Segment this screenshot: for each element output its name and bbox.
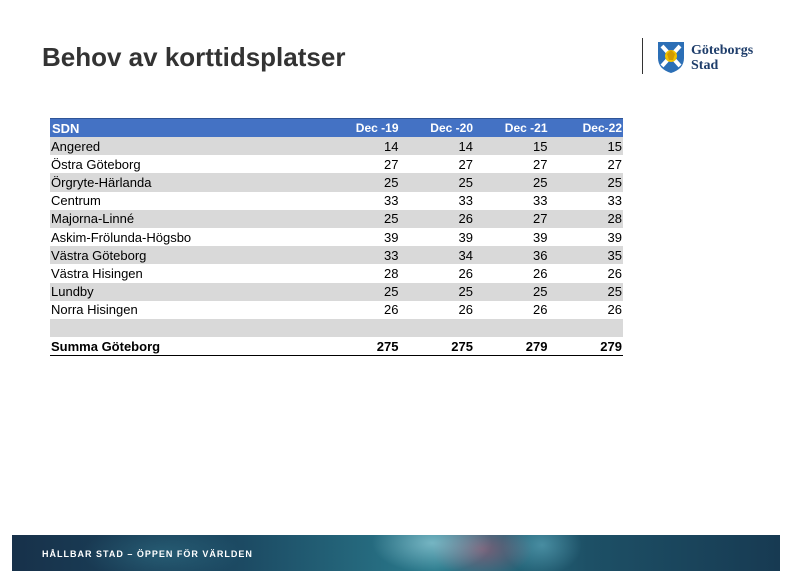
table-spacer-row (50, 318, 623, 338)
total-label: Summa Göteborg (50, 337, 325, 357)
table-cell: 26 (384, 302, 399, 318)
logo-line-2: Stad (691, 58, 719, 73)
table-cell: 27 (533, 156, 548, 172)
table-row: Västra Hisingen 28 26 26 26 (50, 264, 623, 282)
district-name: Majorna-Linné (50, 209, 325, 228)
table-cell: 26 (458, 265, 473, 281)
column-header-sdn: SDN (50, 118, 325, 137)
table-cell: 33 (607, 193, 622, 209)
table-row: Örgryte-Härlanda 25 25 25 25 (50, 173, 623, 192)
total-cell: 279 (474, 337, 549, 357)
logo-line-1: Göteborgs (691, 43, 754, 58)
column-header-dec-20: Dec -20 (399, 118, 474, 137)
table-row: Majorna-Linné 25 26 27 28 (50, 209, 623, 228)
table-cell: 26 (533, 302, 548, 318)
table-cell: 26 (533, 265, 548, 281)
table-cell: 27 (474, 209, 549, 228)
table-row: Östra Göteborg 27 27 27 27 (50, 155, 623, 173)
table-cell: 27 (607, 156, 622, 172)
footer-tagline: HÅLLBAR STAD – ÖPPEN FÖR VÄRLDEN (42, 549, 253, 559)
district-name: Östra Göteborg (51, 156, 141, 172)
table-cell: 26 (607, 302, 622, 318)
table-cell: 25 (325, 282, 400, 301)
table-row: Askim-Frölunda-Högsbo 39 39 39 39 (50, 228, 623, 246)
table-cell: 28 (384, 265, 399, 281)
table-total-row: Summa Göteborg 275 275 279 279 (50, 337, 623, 357)
district-name: Centrum (51, 193, 101, 209)
district-name: Lundby (50, 282, 325, 301)
table-row: Centrum 33 33 33 33 (50, 192, 623, 210)
district-name: Västra Hisingen (51, 265, 143, 281)
table-cell: 25 (325, 209, 400, 228)
column-header-dec-19: Dec -19 (325, 118, 400, 137)
table-cell: 25 (474, 173, 549, 192)
table-cell: 27 (458, 156, 473, 172)
table-cell: 26 (399, 209, 474, 228)
table-cell: 25 (399, 282, 474, 301)
table-cell: 28 (548, 209, 623, 228)
table-cell: 33 (533, 193, 548, 209)
table-cell: 25 (548, 282, 623, 301)
table-cell: 34 (399, 246, 474, 265)
table-row: Angered 14 14 15 15 (50, 137, 623, 156)
table-cell: 26 (458, 302, 473, 318)
table-cell: 39 (533, 229, 548, 245)
table-cell: 14 (325, 137, 400, 156)
table-header-row: SDN Dec -19 Dec -20 Dec -21 Dec-22 (50, 118, 623, 137)
table-cell: 39 (607, 229, 622, 245)
district-name: Norra Hisingen (51, 302, 138, 318)
table-cell: 25 (325, 173, 400, 192)
table-cell: 26 (607, 265, 622, 281)
table-cell: 35 (548, 246, 623, 265)
slide-title: Behov av korttidsplatser (42, 42, 346, 72)
table-cell: 25 (474, 282, 549, 301)
column-header-dec-21: Dec -21 (474, 118, 549, 137)
table-cell: 33 (325, 246, 400, 265)
district-name: Askim-Frölunda-Högsbo (51, 229, 192, 245)
table-row: Lundby 25 25 25 25 (50, 282, 623, 301)
district-name: Örgryte-Härlanda (50, 173, 325, 192)
total-cell: 275 (325, 337, 400, 357)
district-name: Västra Göteborg (50, 246, 325, 265)
table-cell: 25 (399, 173, 474, 192)
table-cell: 27 (384, 156, 399, 172)
table-row: Västra Göteborg 33 34 36 35 (50, 246, 623, 265)
footer-banner: HÅLLBAR STAD – ÖPPEN FÖR VÄRLDEN (12, 535, 780, 571)
table-cell: 39 (458, 229, 473, 245)
table-cell: 36 (474, 246, 549, 265)
total-cell: 279 (548, 337, 623, 357)
logo-wordmark: Göteborgs Stad (691, 43, 753, 73)
table-row: Norra Hisingen 26 26 26 26 (50, 301, 623, 319)
korttidsplatser-table: SDN Dec -19 Dec -20 Dec -21 Dec-22 Anger… (50, 118, 623, 357)
crest-icon (658, 42, 684, 73)
district-name: Angered (50, 137, 325, 156)
table-cell: 25 (548, 173, 623, 192)
table-cell: 33 (458, 193, 473, 209)
goteborgs-stad-logo: Göteborgs Stad (656, 40, 766, 76)
table-cell: 15 (474, 137, 549, 156)
table-cell: 14 (399, 137, 474, 156)
table-cell: 15 (548, 137, 623, 156)
table-cell: 33 (384, 193, 399, 209)
table-cell: 39 (384, 229, 399, 245)
column-header-dec-22: Dec-22 (548, 118, 623, 137)
logo-divider (642, 38, 643, 74)
total-cell: 275 (399, 337, 474, 357)
